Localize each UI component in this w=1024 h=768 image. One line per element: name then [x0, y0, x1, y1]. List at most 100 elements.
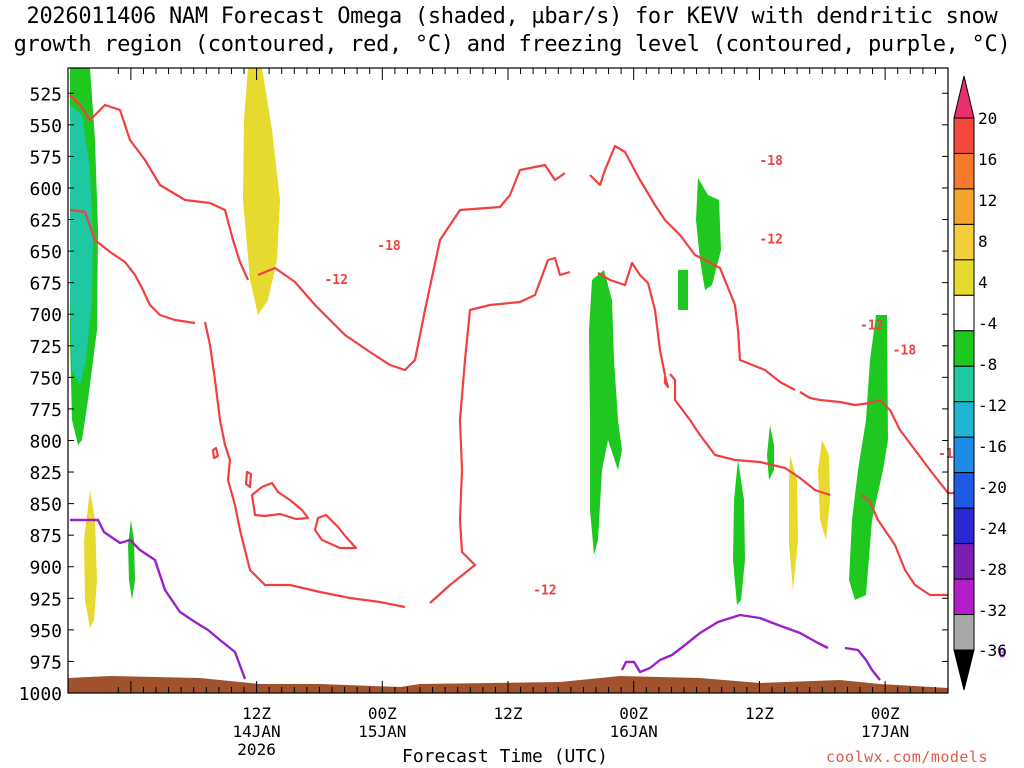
- contour-label-0-2: -18: [893, 344, 917, 359]
- x-tick-label-0-2: 2026: [237, 740, 276, 759]
- colorbar-box-2: [953, 188, 975, 225]
- y-tick-label-850: 850: [29, 495, 62, 516]
- dgz-contour-2: [589, 144, 796, 391]
- y-tick-label-875: 875: [29, 526, 62, 547]
- dgz-contour-5: [203, 321, 406, 609]
- colorbar-box-5: [953, 294, 975, 332]
- chart-title-line1: 2026011406 NAM Forecast Omega (shaded, µ…: [26, 4, 998, 29]
- omega-shade-11: [818, 440, 830, 540]
- dgz-contour-12: [244, 470, 253, 489]
- contour-layer: -18 -18 -18 -12 -12 -12 -12 -12 0: [69, 94, 1006, 681]
- colorbar-label-12: -32: [978, 601, 1007, 620]
- colorbar-label-1: 16: [978, 150, 997, 169]
- omega-shade-9: [733, 460, 745, 605]
- y-tick-label-950: 950: [29, 621, 62, 642]
- omega-shade-8: [767, 425, 774, 480]
- omega-shade-12: [849, 315, 888, 600]
- colorbar-label-7: -12: [978, 396, 1007, 415]
- dgz-contour-13: [250, 481, 310, 521]
- colorbar-box-13: [953, 578, 975, 616]
- colorbar-label-13: -36: [978, 641, 1007, 660]
- x-tick-label-4-0: 12Z: [745, 704, 774, 723]
- y-tick-label-900: 900: [29, 558, 62, 579]
- colorbar-label-6: -8: [978, 355, 997, 374]
- dgz-contour-4: [69, 208, 196, 325]
- y-tick-label-800: 800: [29, 431, 62, 452]
- colorbar-box-7: [953, 365, 975, 403]
- contour-label-0-0: -18: [377, 239, 401, 254]
- y-tick-label-625: 625: [29, 211, 62, 232]
- dgz-contour-6: [429, 256, 571, 604]
- dgz-contour-1: [257, 163, 566, 372]
- contour-label-2-0: 0: [998, 647, 1006, 662]
- freezing-level-contour-1: [620, 613, 829, 674]
- y-tick-label-700: 700: [29, 305, 62, 326]
- colorbar-box-10: [953, 472, 975, 509]
- colorbar-label-5: -4: [978, 314, 997, 333]
- omega-shade-7: [678, 270, 688, 310]
- contour-label-1-3: -12: [533, 583, 556, 598]
- omega-shading-layer: [68, 68, 948, 693]
- colorbar-label-11: -28: [978, 560, 1007, 579]
- x-tick-label-5-0: 00Z: [871, 704, 900, 723]
- colorbar-box-3: [953, 223, 975, 261]
- y-tick-label-750: 750: [29, 368, 62, 389]
- omega-shade-2: [84, 490, 97, 628]
- colorbar-bottom-arrow: [953, 649, 975, 691]
- dgz-contour-14: [313, 513, 358, 550]
- colorbar-box-11: [953, 507, 975, 545]
- x-tick-label-1-0: 00Z: [368, 704, 397, 723]
- colorbar-box-8: [953, 401, 975, 438]
- omega-shade-10: [789, 455, 798, 590]
- dgz-contour-0: [69, 94, 250, 281]
- plot-background: [68, 68, 948, 693]
- omega-shade-5: [589, 270, 622, 555]
- x-tick-label-5-1: 17JAN: [861, 722, 909, 741]
- dgz-contour-9: [861, 494, 948, 597]
- dgz-contour-3: [799, 391, 949, 494]
- y-tick-label-675: 675: [29, 274, 62, 295]
- dgz-contour-8: [669, 373, 831, 497]
- colorbar-label-10: -24: [978, 519, 1007, 538]
- x-tick-label-0-1: 14JAN: [232, 722, 280, 741]
- axes-layer: 525 550 575 600 625 650 675 700 725 750 775 800 825 8…: [19, 67, 949, 759]
- colorbar-label-8: -16: [978, 437, 1007, 456]
- y-tick-label-600: 600: [29, 179, 62, 200]
- dgz-contour-7: [597, 261, 667, 376]
- x-axis-label: Forecast Time (UTC): [402, 746, 608, 767]
- y-tick-label-925: 925: [29, 589, 62, 610]
- y-tick-label-775: 775: [29, 400, 62, 421]
- y-tick-label-525: 525: [29, 84, 62, 105]
- omega-shade-1: [70, 105, 93, 385]
- chart-title-line2: growth region (contoured, red, °C) and f…: [13, 32, 1011, 57]
- colorbar-label-9: -20: [978, 478, 1007, 497]
- y-tick-label-575: 575: [29, 147, 62, 168]
- omega-shade-6: [696, 178, 721, 290]
- y-tick-label-825: 825: [29, 463, 62, 484]
- x-tick-label-3-1: 16JAN: [610, 722, 658, 741]
- colorbar-box-9: [953, 436, 975, 474]
- dgz-contour-11: [211, 446, 220, 460]
- colorbar-label-0: 20: [978, 109, 997, 128]
- y-tick-label-1000: 1000: [19, 684, 62, 705]
- x-tick-label-2-0: 12Z: [494, 704, 523, 723]
- x-tick-label-0-0: 12Z: [242, 704, 271, 723]
- y-tick-label-725: 725: [29, 337, 62, 358]
- colorbar-label-2: 12: [978, 191, 997, 210]
- colorbar-box-0: [953, 117, 975, 154]
- colorbar-label-3: 8: [978, 232, 988, 251]
- x-tick-label-1-1: 15JAN: [358, 722, 406, 741]
- colorbar-box-6: [953, 330, 975, 367]
- y-tick-label-650: 650: [29, 242, 62, 263]
- colorbar-box-12: [953, 543, 975, 580]
- contour-label-1-2: -12: [860, 318, 883, 333]
- y-tick-label-975: 975: [29, 652, 62, 673]
- y-tick-label-550: 550: [29, 116, 62, 137]
- colorbar-box-1: [953, 152, 975, 190]
- colorbar: 20 16 12 8 4 -4 -8 -12 -16 -20 -24 -28 -32 -36: [953, 75, 1007, 691]
- contour-label-0-1: -18: [759, 154, 783, 169]
- omega-shade-4: [243, 68, 280, 315]
- colorbar-box-4: [953, 259, 975, 296]
- contour-label-1-1: -12: [759, 232, 782, 247]
